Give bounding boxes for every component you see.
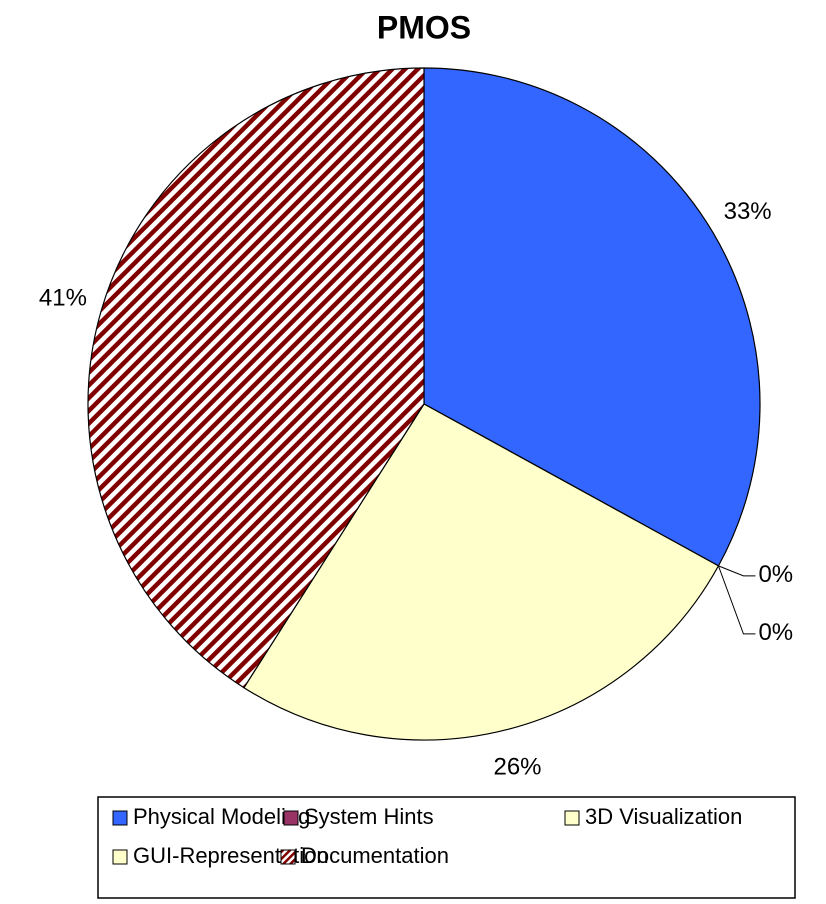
data-label: 26% [493,754,541,781]
pie-slice [243,403,720,741]
legend-box [97,796,796,899]
chart-title: PMOS [377,9,471,45]
legend-swatch [283,810,299,826]
data-label: 0% [758,561,793,588]
pie-slice [87,67,425,689]
data-label: 41% [39,284,87,311]
leader-line [717,565,756,635]
legend-label: GUI-Representation [133,843,329,868]
legend-label: 3D Visualization [585,804,742,829]
leader-line [718,565,756,577]
legend-swatch [112,810,128,826]
legend-label: Physical Modeling [133,804,310,829]
legend-swatch [280,849,296,865]
data-label: 0% [758,619,793,646]
legend-label: Documentation [301,843,449,868]
data-label: 33% [724,198,772,225]
pie-slice [423,67,761,567]
legend-label: System Hints [304,804,434,829]
legend-swatch [564,810,580,826]
legend-swatch [112,849,128,865]
